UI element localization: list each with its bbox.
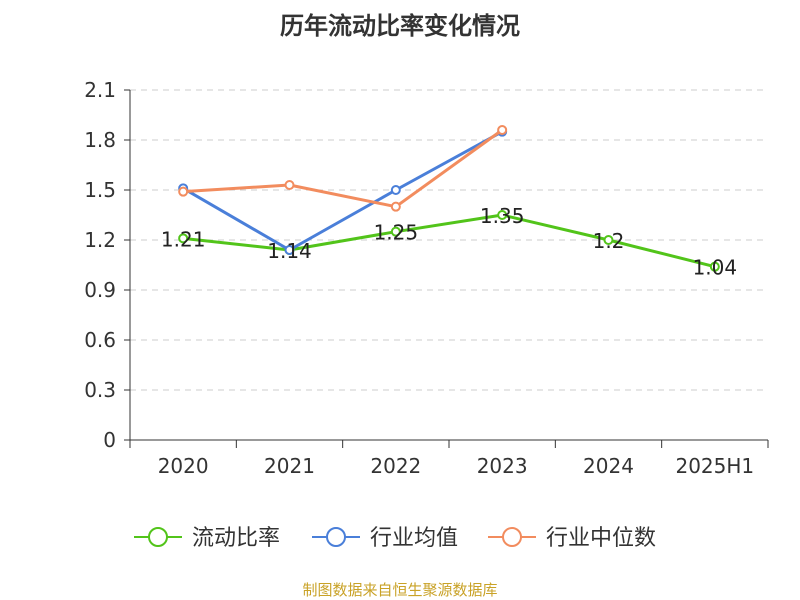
y-tick-label: 1.5	[84, 178, 116, 202]
series-line	[183, 128, 504, 209]
y-tick-label: 1.8	[84, 128, 116, 152]
data-point	[390, 226, 401, 237]
data-point	[284, 245, 295, 255]
data-label: 1.14	[267, 239, 312, 263]
legend-marker	[148, 527, 168, 547]
legend-label: 行业均值	[370, 526, 458, 551]
x-tick-label: 2024	[583, 454, 634, 478]
y-tick-label: 2.1	[84, 78, 116, 102]
data-point	[178, 186, 189, 197]
x-tick-label: 2023	[477, 454, 528, 478]
y-tick-label: 0.9	[84, 278, 116, 302]
data-point	[497, 210, 508, 220]
data-label: 1.21	[161, 227, 206, 251]
series-line	[182, 130, 503, 252]
data-point	[390, 185, 401, 195]
x-tick-label: 2025H1	[675, 454, 754, 478]
series-lines	[178, 125, 720, 272]
data-point	[709, 261, 720, 272]
data-label: 1.2	[593, 229, 625, 253]
y-tick-label: 1.2	[84, 228, 116, 252]
data-point	[497, 125, 508, 135]
data-label: 1.25	[374, 221, 419, 245]
grid-lines	[130, 89, 768, 391]
legend-marker	[502, 527, 522, 547]
chart-title: 历年流动比率变化情况	[280, 12, 520, 40]
y-tick-label: 0	[103, 428, 116, 452]
data-point	[390, 201, 401, 212]
legend-marker	[326, 527, 346, 547]
data-point	[603, 235, 614, 245]
x-tick-label: 2021	[264, 454, 315, 478]
y-tick-label: 0.6	[84, 328, 116, 352]
legend-label: 行业中位数	[546, 526, 656, 551]
data-point	[284, 180, 295, 190]
data-label: 1.35	[480, 204, 525, 228]
data-label: 1.04	[693, 256, 738, 280]
x-tick-label: 2020	[158, 454, 209, 478]
legend-label: 流动比率	[192, 526, 280, 551]
source-note: 制图数据来自恒生聚源数据库	[302, 581, 498, 599]
data-point	[178, 233, 189, 244]
y-tick-label: 0.3	[84, 378, 116, 402]
series-line	[183, 213, 716, 269]
data-labels: 1.21 1.14 1.25 1.35 1.2 1.04	[161, 204, 737, 280]
axes: 0 0.3 0.6 0.9 1.2 1.5 1.8 2.1 2020 2021 2022 2023 20…	[84, 78, 769, 478]
legend: 流动比率 行业均值 行业中位数	[134, 526, 656, 551]
x-tick-label: 2022	[370, 454, 421, 478]
